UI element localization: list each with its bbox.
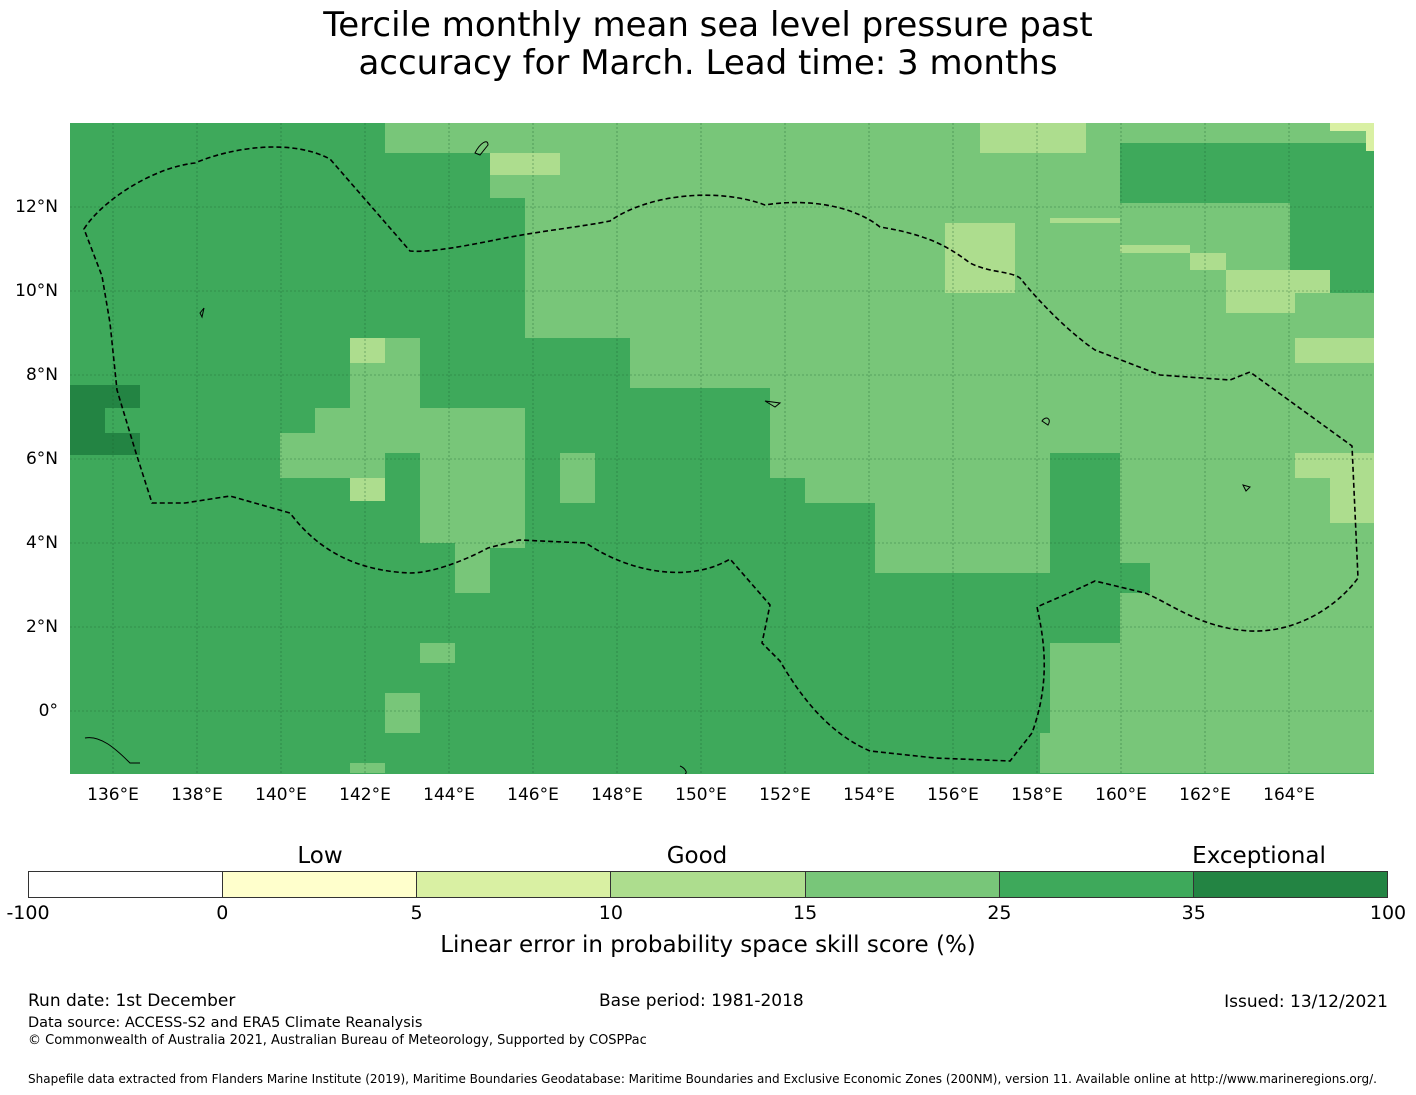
colorbar-segment xyxy=(999,872,1194,897)
colorbar-segment xyxy=(417,872,612,897)
lon-label: 158°E xyxy=(1011,785,1063,805)
colorbar xyxy=(28,871,1388,898)
lon-label: 154°E xyxy=(843,785,895,805)
lon-label: 152°E xyxy=(759,785,811,805)
skill-15-25-cells xyxy=(280,123,1374,773)
eez-boundary xyxy=(83,146,1359,762)
colorbar-category-low: Low xyxy=(297,843,343,869)
base-period: Base period: 1981-2018 xyxy=(599,991,804,1011)
colorbar-tick-label: 15 xyxy=(793,902,818,924)
lat-label: 2°N xyxy=(25,617,58,637)
lon-label: 164°E xyxy=(1263,785,1315,805)
colorbar-segment xyxy=(223,872,418,897)
lon-label: 160°E xyxy=(1095,785,1147,805)
colorbar-segment xyxy=(805,872,1000,897)
lon-label: 144°E xyxy=(423,785,475,805)
lat-label: 8°N xyxy=(25,365,58,385)
colorbar-category-good: Good xyxy=(666,843,728,869)
lat-label: 10°N xyxy=(15,281,58,301)
colorbar-tick-label: -100 xyxy=(6,902,50,924)
colorbar-tick-label: 5 xyxy=(410,902,423,924)
run-date: Run date: 1st December xyxy=(28,991,236,1011)
skill-5-10-cells xyxy=(1330,123,1374,151)
lat-label: 0° xyxy=(38,701,58,721)
colorbar-segment xyxy=(611,872,806,897)
skill-10-15-cells xyxy=(350,123,1374,523)
lon-label: 142°E xyxy=(339,785,391,805)
colorbar-tick-label: 10 xyxy=(598,902,623,924)
lon-label: 156°E xyxy=(927,785,979,805)
lon-label: 138°E xyxy=(171,785,223,805)
lon-label: 148°E xyxy=(591,785,643,805)
lon-label: 150°E xyxy=(675,785,727,805)
colorbar-tick-label: 25 xyxy=(987,902,1012,924)
colorbar-segment xyxy=(1193,872,1387,897)
title-line-1: Tercile monthly mean sea level pressure … xyxy=(323,5,1093,45)
lon-label: 146°E xyxy=(507,785,559,805)
islands xyxy=(84,141,1251,774)
lon-label: 136°E xyxy=(87,785,139,805)
colorbar-category-exceptional: Exceptional xyxy=(1192,843,1326,869)
lat-label: 6°N xyxy=(25,449,58,469)
colorbar-tick-label: 35 xyxy=(1181,902,1206,924)
title-line-2: accuracy for March. Lead time: 3 months xyxy=(358,43,1058,83)
skill-score-map xyxy=(70,123,1374,774)
lat-label: 4°N xyxy=(25,533,58,553)
chart-title: Tercile monthly mean sea level pressure … xyxy=(0,6,1416,82)
issued-date: Issued: 13/12/2021 xyxy=(1224,992,1388,1012)
colorbar-tick-label: 100 xyxy=(1369,902,1407,924)
copyright: © Commonwealth of Australia 2021, Austra… xyxy=(28,1033,647,1048)
colorbar-tick-label: 0 xyxy=(216,902,229,924)
shapefile-credit: Shapefile data extracted from Flanders M… xyxy=(28,1072,1377,1086)
lat-label: 12°N xyxy=(15,197,58,217)
skill-35-100-cells xyxy=(70,385,140,455)
colorbar-label: Linear error in probability space skill … xyxy=(440,932,976,958)
colorbar-segment xyxy=(29,872,224,897)
lon-label: 162°E xyxy=(1179,785,1231,805)
data-source: Data source: ACCESS-S2 and ERA5 Climate … xyxy=(28,1015,423,1031)
grid-lines xyxy=(70,123,1374,774)
lon-label: 140°E xyxy=(255,785,307,805)
